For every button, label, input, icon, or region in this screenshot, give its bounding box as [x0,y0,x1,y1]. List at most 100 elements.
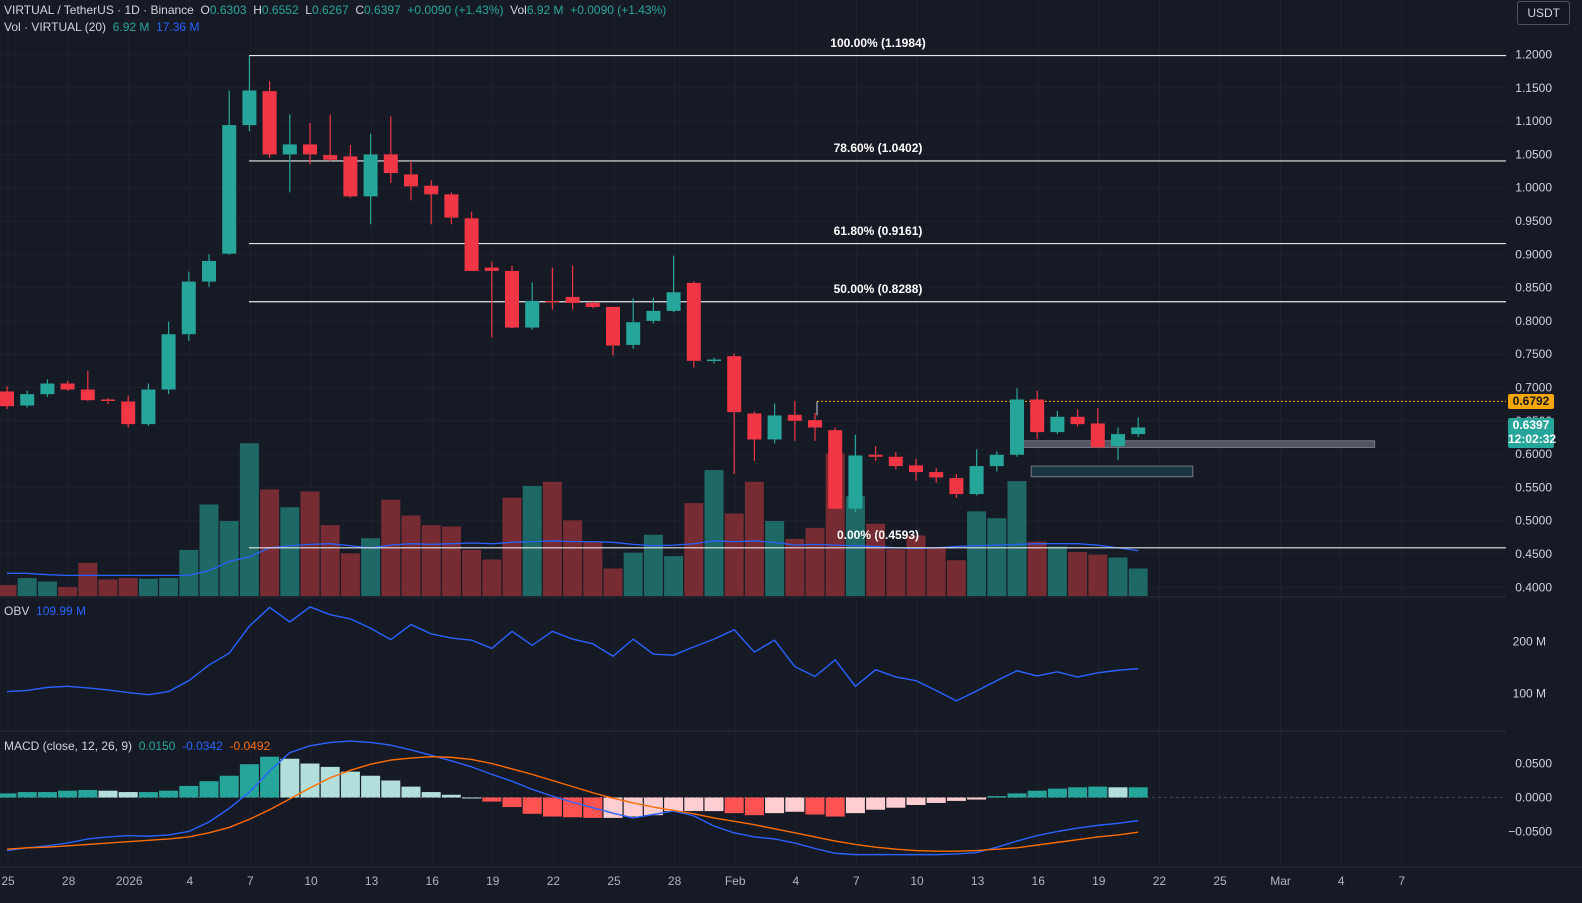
volume-legend: Vol · VIRTUAL (20) 6.92 M 17.36 M [4,20,199,34]
x-tick-label: 10 [910,874,924,888]
zone-box [1010,440,1376,448]
y-tick-label: 0.4000 [1515,580,1552,594]
macd-legend-signal: -0.0492 [229,739,271,753]
candle-body [1090,423,1105,448]
symbol-title[interactable]: VIRTUAL / TetherUS · 1D · Binance [4,3,194,17]
macd-histogram-bar [1007,793,1027,798]
volume-bar [482,559,502,596]
volume-bar [724,513,744,596]
volume-bar [906,535,926,596]
macd-histogram-bar [37,792,57,798]
y-tick-label: 1.1000 [1515,114,1552,128]
macd-histogram-bar [1047,788,1067,798]
volume-bar [219,521,239,596]
y-tick-label: 0.7500 [1515,347,1552,361]
volume-bar [643,534,663,596]
candle-body [565,296,580,303]
x-tick-label: 4 [186,874,193,888]
macd-histogram-bar [381,780,401,798]
volume-bar [987,518,1007,596]
volume-bar [340,553,360,596]
x-tick-label: 4 [792,874,799,888]
signal-line [6,755,1139,852]
volume-bar [1007,481,1027,596]
fib-level-label: 100.00% (1.1984) [830,35,926,50]
volume-bar [1027,541,1047,596]
open-value: 0.6303 [209,3,247,17]
volume-bar [361,538,381,596]
y-tick-label: 0.8500 [1515,281,1552,295]
volume-bar [138,578,158,596]
volume-bar [684,503,704,596]
volume-bar [603,568,623,596]
candle-body [202,260,216,282]
volume-bar [98,579,118,596]
currency-button[interactable]: USDT [1517,1,1570,25]
x-tick-label: 13 [971,874,985,888]
candle-body [828,430,843,509]
macd-histogram-bar [98,790,118,798]
macd-histogram-bar [118,792,138,798]
macd-histogram-bar [17,792,37,798]
macd-histogram-bar [179,785,199,798]
volume-bar [37,581,57,596]
obv-legend-value: 109.99 M [36,604,87,618]
candle-body [484,267,499,271]
macd-histogram-bar [785,797,805,812]
macd-histogram-bar [563,797,583,818]
macd-histogram-bar [1088,786,1108,798]
high-value: 0.6552 [261,3,299,17]
candle-body [464,218,479,271]
candle-body [909,465,923,473]
macd-histogram-bar [401,786,421,798]
candle-body [444,194,459,218]
volume-bar [563,520,583,596]
obv-legend-label[interactable]: OBV [4,604,30,618]
x-tick-label: 25 [607,874,621,888]
low-label: L [305,3,312,17]
x-tick-label: 25 [1213,874,1227,888]
y-tick-label: 1.0000 [1515,181,1552,195]
volume-bar [462,549,482,596]
candle-body [404,174,418,187]
macd-histogram-bar [1027,790,1047,798]
ohlc-legend: VIRTUAL / TetherUS · 1D · Binance O0.630… [4,3,666,17]
candle-body [40,383,55,395]
volume-layer [0,443,1148,596]
close-label: C [355,3,365,17]
last-price-value: 0.6397 [1512,418,1550,432]
candle-body [949,478,964,495]
macd-histogram-bar [58,790,78,798]
macd-histogram-bar [1068,787,1088,798]
candle-body [282,144,297,155]
macd-legend-label[interactable]: MACD (close, 12, 26, 9) [4,739,133,753]
candle-body [989,454,1004,467]
candle-body [848,455,863,509]
candle-body [767,415,782,440]
volume-bar [542,481,562,596]
change-value: +0.0090 (+1.43%) [407,3,504,17]
candle-body [787,414,802,421]
x-tick-label: 16 [1032,874,1046,888]
candle-body [363,154,378,197]
candle-body [242,90,257,126]
volume-bar [866,523,886,596]
macd-histogram-bar [239,764,259,798]
volume-bar [583,541,603,596]
obv-legend: OBV 109.99 M [4,604,86,618]
volume-bar [1128,568,1148,596]
volume-legend-label[interactable]: Vol · VIRTUAL (20) [4,20,107,34]
x-tick-label: 7 [853,874,860,888]
volume-bar [320,525,340,596]
candle-body [585,302,600,307]
x-tick-label: Mar [1270,874,1291,888]
volume-bar [199,504,219,596]
volume-bar [159,578,179,596]
macd-histogram-bar [724,797,744,814]
macd-histogram-bar [462,797,482,799]
candle-body [747,413,762,440]
obv-tick-label: 200 M [1513,635,1546,649]
candle-body [161,334,176,390]
volume-bar [17,578,37,596]
